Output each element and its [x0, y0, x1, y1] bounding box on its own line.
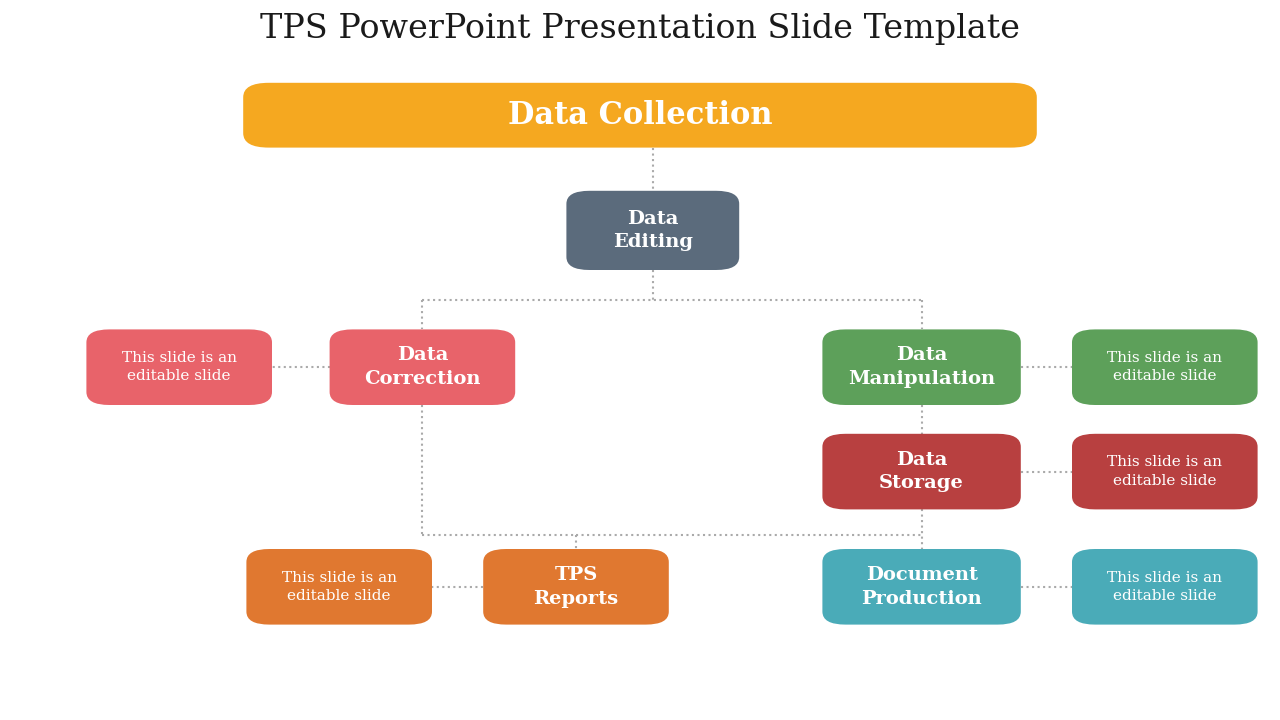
Text: This slide is an
editable slide: This slide is an editable slide [1107, 456, 1222, 488]
Text: Data
Manipulation: Data Manipulation [849, 346, 995, 388]
Text: Data
Storage: Data Storage [879, 451, 964, 492]
Text: TPS
Reports: TPS Reports [534, 566, 618, 608]
FancyBboxPatch shape [246, 549, 433, 624]
FancyBboxPatch shape [1073, 549, 1258, 624]
Text: Data
Editing: Data Editing [613, 210, 692, 251]
FancyBboxPatch shape [823, 549, 1021, 624]
Text: Document
Production: Document Production [861, 566, 982, 608]
FancyBboxPatch shape [1073, 330, 1258, 405]
FancyBboxPatch shape [1073, 433, 1258, 510]
Text: Data
Correction: Data Correction [364, 346, 481, 388]
FancyBboxPatch shape [566, 191, 740, 270]
FancyBboxPatch shape [243, 83, 1037, 148]
Text: Data Collection: Data Collection [508, 99, 772, 131]
Text: This slide is an
editable slide: This slide is an editable slide [1107, 570, 1222, 603]
Text: This slide is an
editable slide: This slide is an editable slide [1107, 351, 1222, 383]
FancyBboxPatch shape [330, 330, 515, 405]
Text: This slide is an
editable slide: This slide is an editable slide [282, 570, 397, 603]
FancyBboxPatch shape [87, 330, 273, 405]
Text: This slide is an
editable slide: This slide is an editable slide [122, 351, 237, 383]
FancyBboxPatch shape [484, 549, 668, 624]
Text: TPS PowerPoint Presentation Slide Template: TPS PowerPoint Presentation Slide Templa… [260, 13, 1020, 45]
FancyBboxPatch shape [823, 433, 1021, 510]
FancyBboxPatch shape [823, 330, 1021, 405]
